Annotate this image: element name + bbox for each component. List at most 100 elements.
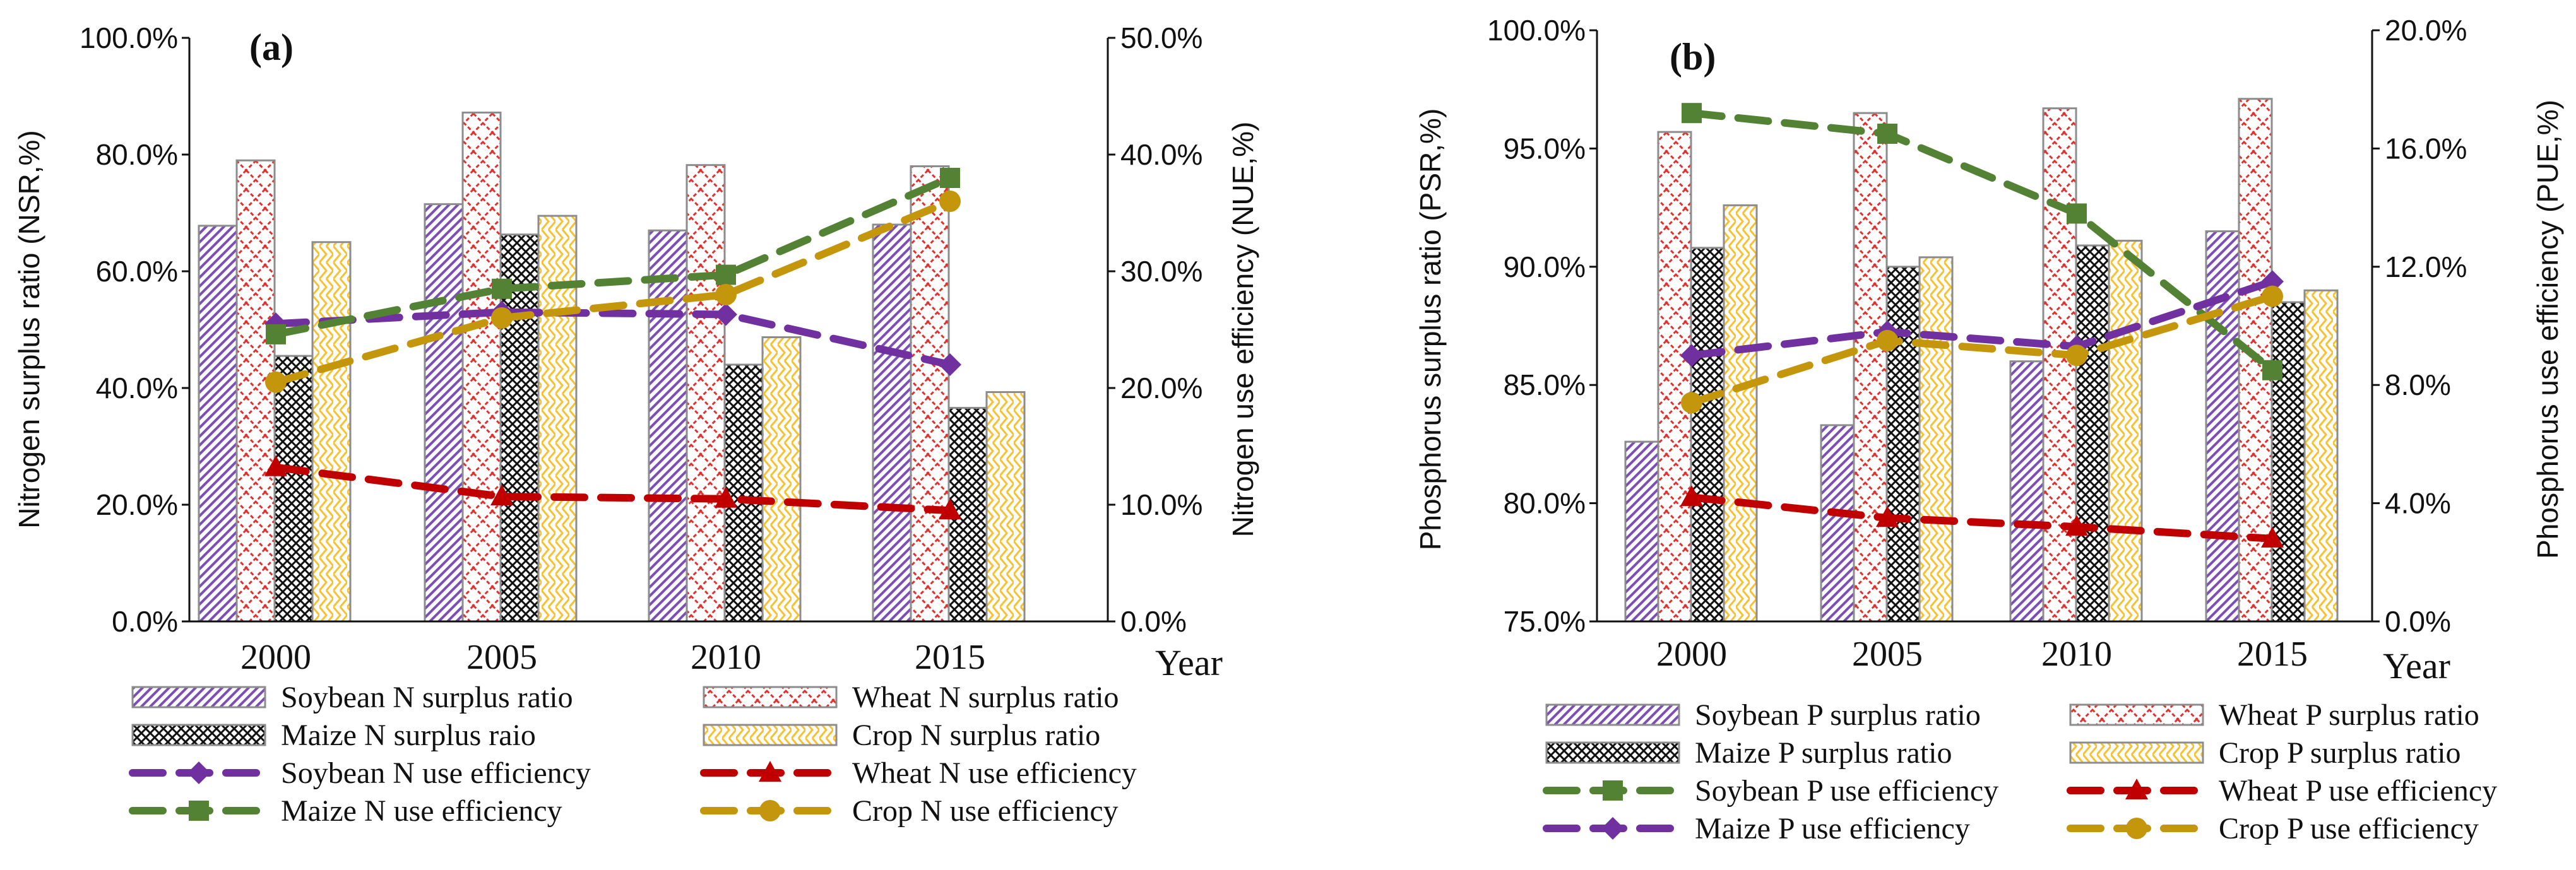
data-point bbox=[1680, 344, 1703, 367]
legend-swatch bbox=[703, 724, 838, 746]
data-point bbox=[490, 485, 513, 506]
data-point bbox=[715, 486, 737, 508]
bar bbox=[2108, 240, 2143, 623]
data-point bbox=[492, 278, 512, 299]
data-point bbox=[1877, 329, 1898, 351]
x-tick-label: 2005 bbox=[1852, 635, 1923, 674]
chart-panel-b: (b) Phosphorus surplus ratio (PSR,%) Pho… bbox=[1414, 14, 2564, 686]
y-axis-label: Phosphorus surplus ratio (PSR,%) bbox=[1414, 109, 1447, 551]
y2-tick-label: 12.0% bbox=[2385, 250, 2467, 283]
series-line bbox=[1688, 292, 2276, 407]
data-point bbox=[2262, 360, 2282, 380]
bar bbox=[648, 229, 688, 623]
y2-tick-label: 0.0% bbox=[2385, 605, 2451, 638]
bar bbox=[686, 164, 726, 623]
data-point bbox=[265, 371, 287, 393]
bar bbox=[273, 355, 314, 623]
legend-swatch bbox=[703, 686, 838, 708]
legend-swatch bbox=[131, 686, 266, 708]
y-tick-label: 0.0% bbox=[112, 605, 178, 638]
y-tick-label: 75.0% bbox=[1504, 605, 1586, 638]
x-axis-label: Year bbox=[2383, 645, 2450, 686]
legend-swatch bbox=[1545, 741, 1680, 764]
bar bbox=[761, 336, 802, 623]
y2-tick-label: 50.0% bbox=[1120, 21, 1202, 54]
legend-label: Soybean N surplus ratio bbox=[281, 681, 573, 714]
bar bbox=[985, 391, 1026, 623]
bar bbox=[1853, 112, 1888, 623]
legend-label: Crop N surplus ratio bbox=[852, 719, 1100, 752]
y-axis-label: Nitrogen surplus ratio (NSR,%) bbox=[13, 130, 45, 528]
x-tick-label: 2015 bbox=[2237, 635, 2308, 674]
y2-tick-label: 16.0% bbox=[2385, 132, 2467, 165]
legend-label: Soybean P use efficiency bbox=[1695, 774, 1998, 808]
legend-marker bbox=[1601, 817, 1624, 840]
data-point bbox=[1876, 506, 1899, 527]
data-point bbox=[2065, 515, 2088, 536]
legend-swatch bbox=[2069, 703, 2204, 726]
bar bbox=[2270, 301, 2306, 623]
x-tick-label: 2000 bbox=[1656, 635, 1727, 674]
data-point bbox=[2261, 526, 2284, 548]
legend-marker bbox=[189, 801, 209, 821]
bar bbox=[2205, 230, 2240, 623]
bar bbox=[1624, 440, 1659, 623]
legend-label: Wheat P use efficiency bbox=[2219, 774, 2497, 808]
legend-b: Soybean P surplus ratio Wheat P surplus r… bbox=[1543, 698, 2497, 845]
legend-label: Maize P use efficiency bbox=[1695, 812, 1970, 845]
legend-label: Soybean N use efficiency bbox=[281, 756, 591, 790]
data-point bbox=[1877, 123, 1897, 144]
data-point bbox=[939, 353, 961, 376]
data-point bbox=[939, 191, 961, 212]
data-point bbox=[2262, 285, 2283, 307]
y2-tick-label: 0.0% bbox=[1120, 605, 1187, 638]
y-tick-label: 100.0% bbox=[80, 21, 178, 54]
panel-label: (a) bbox=[249, 26, 294, 68]
legend-label: Crop N use efficiency bbox=[852, 794, 1119, 828]
y2-tick-label: 30.0% bbox=[1120, 255, 1202, 288]
data-point bbox=[2066, 344, 2087, 367]
x-axis-label: Year bbox=[1155, 642, 1223, 683]
series-line bbox=[272, 174, 954, 338]
data-point bbox=[2067, 203, 2087, 224]
series-line bbox=[272, 197, 954, 386]
data-point bbox=[715, 284, 737, 305]
data-point bbox=[1681, 392, 1702, 414]
y2-tick-label: 10.0% bbox=[1120, 488, 1202, 521]
bar bbox=[311, 241, 352, 623]
y-tick-label: 100.0% bbox=[1487, 14, 1586, 47]
legend-marker bbox=[759, 800, 781, 821]
legend-marker bbox=[2125, 779, 2148, 799]
legend-label: Wheat N use efficiency bbox=[852, 756, 1137, 790]
bar bbox=[1885, 266, 1921, 623]
legend-swatch bbox=[131, 724, 266, 746]
bar bbox=[537, 215, 578, 623]
y-tick-label: 80.0% bbox=[96, 138, 178, 171]
y2-tick-label: 4.0% bbox=[2385, 487, 2451, 520]
legend-label: Wheat N surplus ratio bbox=[852, 681, 1119, 714]
data-point bbox=[266, 324, 286, 344]
legend-label: Maize N surplus raio bbox=[281, 719, 536, 752]
y-tick-label: 60.0% bbox=[96, 255, 178, 288]
legend-label: Crop P surplus ratio bbox=[2219, 736, 2461, 770]
y2-tick-label: 20.0% bbox=[2385, 14, 2467, 47]
data-point bbox=[1682, 103, 1702, 124]
series-line bbox=[1688, 109, 2276, 374]
bar bbox=[461, 111, 502, 623]
y2-tick-label: 40.0% bbox=[1120, 138, 1202, 171]
bar bbox=[235, 159, 276, 623]
legend-label: Maize P surplus ratio bbox=[1695, 736, 1952, 770]
bar bbox=[2042, 107, 2077, 623]
y-tick-label: 20.0% bbox=[96, 488, 178, 521]
bar bbox=[2075, 244, 2110, 623]
bar bbox=[1820, 424, 1855, 623]
legend-marker bbox=[759, 761, 781, 782]
legend-label: Soybean P surplus ratio bbox=[1695, 698, 1981, 732]
x-tick-label: 2005 bbox=[466, 638, 537, 677]
bar bbox=[424, 203, 464, 623]
bar bbox=[1690, 247, 1725, 623]
data-point bbox=[715, 303, 737, 326]
legend-marker bbox=[187, 761, 210, 784]
legend-label: Crop P use efficiency bbox=[2219, 812, 2479, 845]
